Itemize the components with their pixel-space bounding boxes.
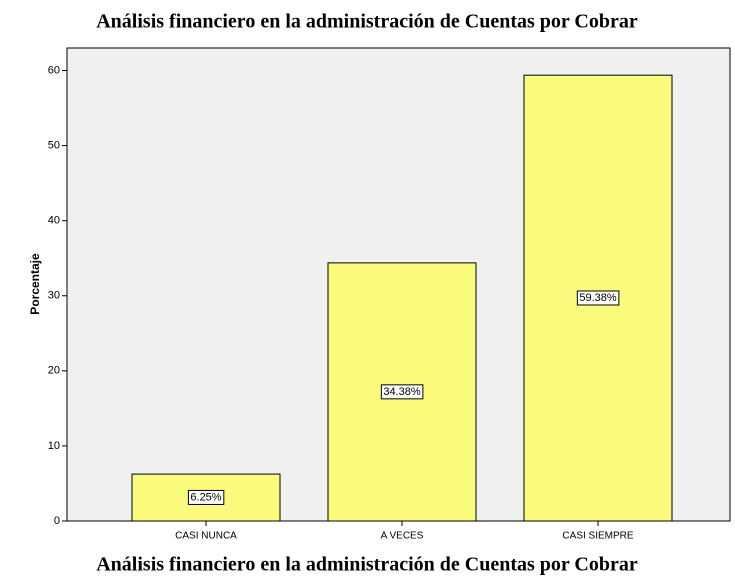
y-tick-label: 60 [48,64,60,76]
chart-caption: Análisis financiero en la administración… [96,554,638,576]
data-label: 6.25% [190,491,221,503]
y-axis-label: Porcentaje [28,253,42,315]
data-label-box [576,290,620,306]
x-tick-label: CASI SIEMPRE [562,531,633,542]
data-label-box [187,489,225,505]
x-tick-label: A VECES [381,531,424,542]
y-tick-label: 10 [48,440,60,452]
data-label-box [380,384,424,400]
chart-title: Análisis financiero en la administración… [96,11,638,33]
bar [327,262,477,522]
y-tick-label: 50 [48,140,60,152]
data-label: 34.38% [383,386,421,398]
y-tick-label: 20 [48,365,60,377]
y-tick-label: 40 [48,215,60,227]
y-tick-label: 30 [48,290,60,302]
y-tick-label: 0 [54,515,60,527]
data-label: 59.38% [579,292,617,304]
x-tick-label: CASI NUNCA [175,531,237,542]
